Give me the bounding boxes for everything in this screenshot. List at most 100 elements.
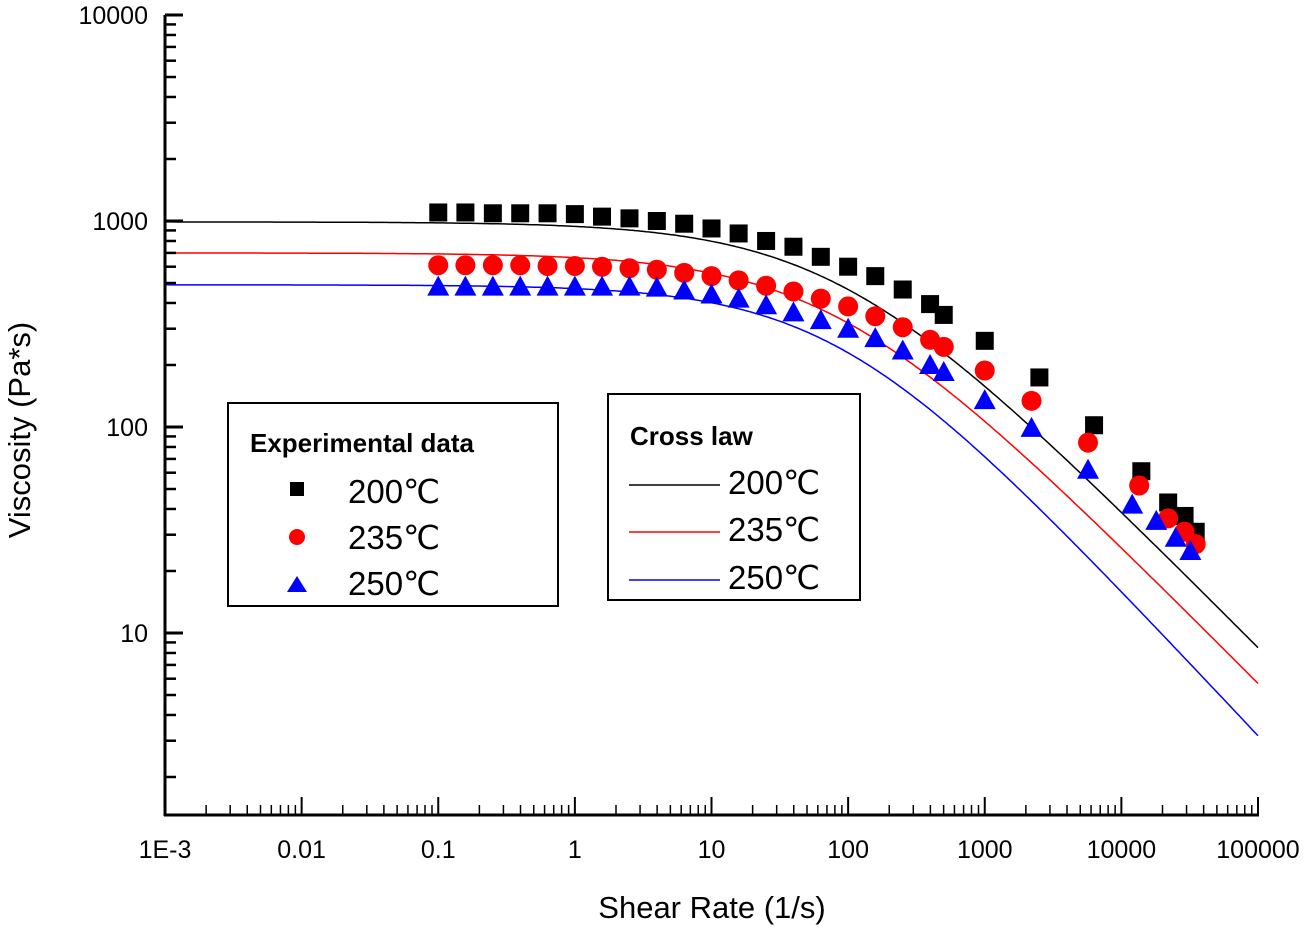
data-point-square [1085, 416, 1104, 435]
data-point-square [1030, 368, 1049, 387]
legend-cross-law-label-200: 200℃ [728, 464, 820, 501]
data-point-square [866, 267, 885, 286]
data-point-square [565, 205, 584, 224]
data-point-square [975, 331, 994, 350]
x-tick-label: 0.01 [277, 836, 326, 864]
x-ticks: 1E-3 0.01 0.1 1 10 100 1000 10000 100000 [139, 797, 1300, 864]
x-tick-label: 1000 [957, 836, 1013, 864]
x-tick-label: 100 [827, 836, 869, 864]
data-point-triangle [1164, 526, 1187, 547]
data-point-triangle [536, 275, 559, 296]
data-point-triangle [973, 389, 996, 410]
x-tick-label: 100000 [1216, 836, 1299, 864]
data-points [427, 203, 1206, 561]
data-point-square [1132, 462, 1151, 481]
data-point-square [620, 209, 639, 228]
legend-cross-law-title: Cross law [630, 421, 754, 451]
y-tick-label: 100 [106, 414, 148, 442]
data-point-circle [592, 256, 613, 277]
data-point-square [675, 214, 694, 233]
data-point-triangle [727, 287, 750, 308]
data-point-square [893, 280, 912, 299]
legend-experimental-box [227, 402, 559, 607]
data-point-circle [701, 266, 722, 287]
data-point-triangle [509, 275, 532, 296]
data-point-triangle [864, 327, 887, 348]
data-point-triangle [1077, 458, 1100, 479]
fit-line [165, 221, 1259, 649]
data-point-square [1159, 493, 1178, 512]
data-point-triangle [1179, 540, 1202, 561]
data-point-triangle [891, 339, 914, 360]
legend-triangle-marker [287, 576, 307, 592]
data-point-square [921, 295, 940, 314]
data-point-triangle [618, 275, 641, 296]
data-point-triangle [591, 275, 614, 296]
data-point-circle [974, 360, 995, 381]
x-tick-label: 1E-3 [139, 836, 192, 864]
data-point-circle [865, 306, 886, 327]
data-point-circle [482, 255, 503, 276]
y-ticks: 10 100 1000 10000 [78, 2, 183, 779]
data-point-triangle [700, 283, 723, 304]
data-point-square [757, 231, 776, 250]
data-point-circle [564, 255, 585, 276]
data-point-circle [810, 288, 831, 309]
data-point-triangle [427, 275, 450, 296]
data-point-circle [674, 262, 695, 283]
data-point-square [729, 224, 748, 243]
legend-experimental-label-235: 235℃ [348, 519, 440, 556]
data-point-square [934, 305, 953, 324]
x-tick-label: 10 [698, 836, 726, 864]
legend-experimental-title: Experimental data [250, 428, 475, 458]
data-point-circle [1021, 390, 1042, 411]
legend-experimental: Experimental data 200℃ 235℃ 250℃ [227, 402, 559, 607]
axes: 10 100 1000 10000 1E-3 0.01 0.1 1 10 100 1000 1000… [78, 2, 1299, 864]
legend-circle-marker [289, 529, 305, 545]
data-point-square [647, 212, 666, 230]
data-point-triangle [837, 317, 860, 338]
data-point-triangle [1121, 493, 1144, 514]
data-point-square [811, 247, 830, 266]
legend-experimental-label-200: 200℃ [348, 473, 440, 510]
y-tick-label: 10000 [78, 2, 148, 30]
data-point-square [702, 219, 721, 238]
data-point-square [511, 204, 530, 223]
legend-cross-law: Cross law 200℃ 235℃ 250℃ [607, 393, 861, 601]
data-point-circle [510, 255, 531, 276]
data-point-square [456, 203, 475, 222]
data-point-circle [1078, 432, 1099, 453]
legend-cross-law-label-250: 250℃ [728, 559, 820, 596]
data-point-square [784, 237, 803, 256]
data-point-circle [428, 255, 449, 276]
data-point-circle [537, 255, 558, 276]
data-point-circle [783, 281, 804, 302]
data-point-triangle [563, 275, 586, 296]
data-point-circle [1129, 475, 1150, 496]
data-point-triangle [645, 276, 668, 297]
legend-cross-law-label-235: 235℃ [728, 511, 820, 548]
data-point-circle [892, 317, 913, 338]
data-point-square [429, 203, 448, 222]
data-point-triangle [755, 294, 778, 315]
legend-square-marker [290, 482, 304, 496]
data-point-circle [756, 275, 777, 296]
data-point-triangle [673, 279, 696, 300]
data-point-square [1175, 506, 1194, 525]
data-point-triangle [932, 360, 955, 381]
y-axis-title: Viscosity (Pa*s) [2, 322, 37, 539]
data-point-triangle [1145, 509, 1168, 530]
data-point-triangle [454, 275, 477, 296]
legend-cross-law-box [607, 393, 861, 601]
x-tick-label: 1 [568, 836, 582, 864]
data-point-square [839, 257, 858, 276]
data-point-triangle [481, 275, 504, 296]
x-axis-title: Shear Rate (1/s) [598, 890, 825, 925]
data-point-square [483, 204, 502, 223]
data-point-triangle [782, 301, 805, 322]
data-point-circle [619, 258, 640, 279]
data-point-square [538, 204, 557, 223]
data-point-triangle [1020, 416, 1043, 437]
data-point-circle [728, 270, 749, 291]
